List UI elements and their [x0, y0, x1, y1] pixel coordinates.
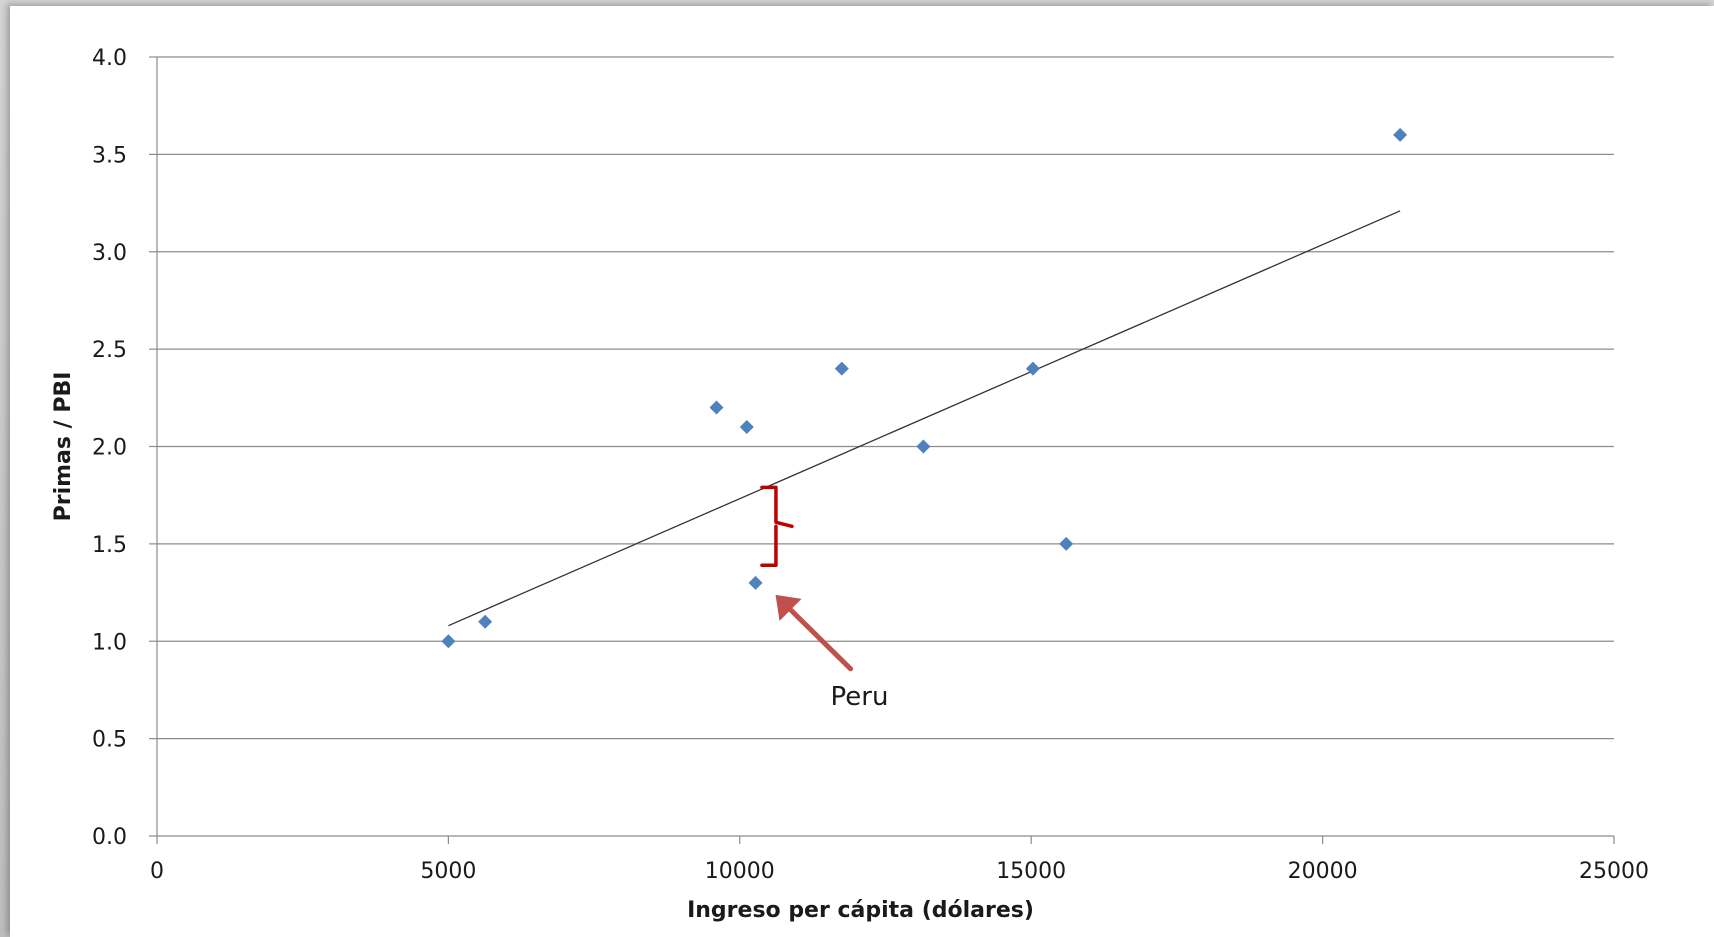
data-point — [1025, 361, 1040, 376]
x-tick-label: 10000 — [705, 859, 775, 884]
data-point — [478, 614, 493, 629]
y-tick-labels: 0.0 0.5 1.0 1.5 2.0 2.5 3.0 3.5 4.0 — [92, 46, 157, 850]
data-point — [834, 361, 849, 376]
y-axis-title: Primas / PBI — [51, 372, 76, 522]
x-tick-label: 20000 — [1288, 859, 1358, 884]
y-tick-label: 1.0 — [92, 630, 127, 655]
y-tick-label: 1.5 — [92, 533, 127, 558]
y-tick-label: 2.5 — [92, 338, 127, 363]
x-axis-title: Ingreso per cápita (dólares) — [687, 898, 1034, 923]
y-tick-label: 2.0 — [92, 436, 127, 461]
data-points — [441, 127, 1408, 649]
data-point — [709, 400, 724, 415]
x-tick-labels: 0 5000 10000 15000 20000 25000 — [150, 836, 1649, 884]
x-tick-label: 25000 — [1579, 859, 1649, 884]
x-tick-label: 15000 — [996, 859, 1066, 884]
peru-label: Peru — [831, 682, 889, 712]
data-point — [1393, 127, 1408, 142]
data-point — [748, 575, 763, 590]
arrow-shaft — [783, 602, 854, 672]
x-tick-label: 5000 — [420, 859, 476, 884]
data-point — [1059, 536, 1074, 551]
data-point — [916, 439, 931, 454]
y-tick-label: 3.0 — [92, 241, 127, 266]
y-tick-label: 4.0 — [92, 46, 127, 71]
y-tick-label: 3.5 — [92, 143, 127, 168]
grid-lines — [157, 56, 1614, 740]
chart-panel — [10, 6, 1714, 937]
data-point — [739, 420, 754, 435]
y-tick-label: 0.0 — [92, 825, 127, 850]
gap-brace — [760, 485, 794, 568]
x-tick-label: 0 — [150, 859, 164, 884]
arrow-head — [775, 594, 802, 621]
trendline — [448, 210, 1401, 627]
y-tick-label: 0.5 — [92, 728, 127, 753]
data-point — [441, 634, 456, 649]
peru-arrow — [775, 594, 854, 672]
